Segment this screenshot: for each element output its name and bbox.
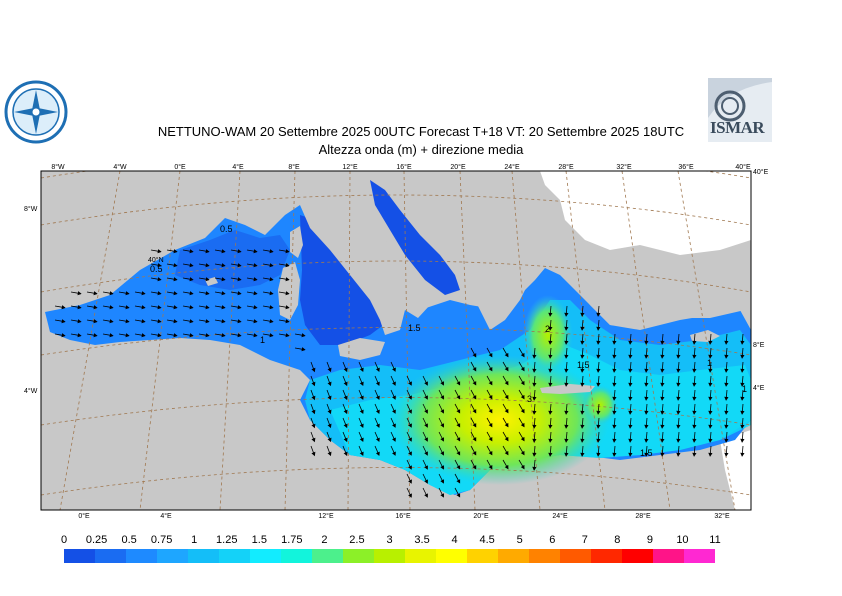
lat-label-left: 8°W — [24, 205, 38, 213]
ismar-logo: ISMAR — [708, 78, 772, 142]
legend-label: 1.75 — [281, 534, 302, 546]
lon-label-bottom: 4°E — [160, 512, 172, 520]
legend-swatch — [188, 549, 219, 563]
legend-label: 4 — [452, 534, 458, 546]
legend-swatch — [684, 549, 715, 563]
legend-swatch — [653, 549, 684, 563]
legend-swatch — [95, 549, 126, 563]
contour-label: 2 — [545, 324, 550, 334]
legend-swatch — [281, 549, 312, 563]
lon-label-top: 12°E — [342, 163, 358, 171]
contour-label: 1.5 — [640, 448, 653, 458]
wave-maximum-aegean — [523, 295, 573, 375]
contour-label: 1.5 — [577, 360, 590, 370]
legend-swatch — [436, 549, 467, 563]
lon-label-top: 16°E — [396, 163, 412, 171]
lon-label-top: 0°E — [174, 163, 186, 171]
legend-swatch — [250, 549, 281, 563]
color-legend: 0 0.25 0.5 0.75 1 1.25 1.5 1.75 2 2.5 3 3.5 4 4.5 5 6 7 8… — [64, 534, 715, 574]
lon-label-bottom: 20°E — [473, 512, 489, 520]
legend-swatch — [498, 549, 529, 563]
legend-swatch — [219, 549, 250, 563]
lon-label-top: 20°E — [450, 163, 466, 171]
legend-swatch — [591, 549, 622, 563]
legend-label: 8 — [614, 534, 620, 546]
legend-label: 2 — [321, 534, 327, 546]
lon-label-bottom: 32°E — [714, 512, 730, 520]
contour-label: 1 — [260, 335, 265, 345]
latitude-label-inner: 40°N — [148, 256, 164, 264]
legend-label: 4.5 — [479, 534, 494, 546]
legend-label: 0.25 — [86, 534, 107, 546]
legend-swatch — [529, 549, 560, 563]
legend-swatch — [64, 549, 95, 563]
legend-label: 5 — [517, 534, 523, 546]
legend-label: 7 — [582, 534, 588, 546]
legend-colorbar — [64, 549, 715, 563]
lon-label-bottom: 12°E — [318, 512, 334, 520]
legend-label: 6 — [549, 534, 555, 546]
lat-label-right: 40°E — [753, 168, 769, 176]
legend-swatch — [467, 549, 498, 563]
lon-label-top: 40°E — [735, 163, 751, 171]
legend-label: 0 — [61, 534, 67, 546]
legend-label: 1.5 — [252, 534, 267, 546]
legend-label: 11 — [709, 534, 720, 546]
legend-swatch — [560, 549, 591, 563]
legend-labels: 0 0.25 0.5 0.75 1 1.25 1.5 1.75 2 2.5 3 3.5 4 4.5 5 6 7 8… — [64, 534, 715, 548]
legend-swatch — [374, 549, 405, 563]
nettuno-logo — [4, 80, 68, 144]
legend-swatch — [405, 549, 436, 563]
contour-label: 1.5 — [408, 323, 421, 333]
contour-label: 0.5 — [220, 224, 233, 234]
legend-label: 3 — [386, 534, 392, 546]
lon-label-bottom: 16°E — [395, 512, 411, 520]
lon-label-top: 32°E — [616, 163, 632, 171]
legend-label: 0.75 — [151, 534, 172, 546]
legend-swatch — [343, 549, 374, 563]
lon-label-top: 8°E — [288, 163, 300, 171]
legend-swatch — [312, 549, 343, 563]
lon-label-top: 24°E — [504, 163, 520, 171]
contour-label: 3 — [527, 394, 532, 404]
legend-swatch — [157, 549, 188, 563]
lon-label-bottom: 0°E — [78, 512, 90, 520]
lon-label-top: 28°E — [558, 163, 574, 171]
legend-label: 0.5 — [121, 534, 136, 546]
legend-label: 3.5 — [414, 534, 429, 546]
legend-swatch — [622, 549, 653, 563]
ismar-logo-text: ISMAR — [710, 118, 764, 138]
lon-label-top: 8°W — [51, 163, 65, 171]
lon-label-top: 36°E — [678, 163, 694, 171]
contour-label: 1 — [707, 358, 712, 368]
lon-label-top: 4°W — [113, 163, 127, 171]
chart-subtitle: Altezza onda (m) + direzione media — [0, 142, 842, 157]
lat-label-right: 4°E — [753, 384, 765, 392]
lon-label-bottom: 28°E — [635, 512, 651, 520]
lat-label-left: 4°W — [24, 387, 38, 395]
legend-label: 2.5 — [349, 534, 364, 546]
lat-label-right: 8°E — [753, 341, 765, 349]
wave-height-map: 0.5 0.5 1 1.5 2 1.5 3 1.5 1 1 40°N 8°W 4… — [0, 160, 842, 535]
legend-label: 1.25 — [216, 534, 237, 546]
contour-label: 0.5 — [150, 264, 163, 274]
contour-label: 1 — [742, 384, 747, 394]
lon-label-bottom: 24°E — [552, 512, 568, 520]
legend-label: 10 — [676, 534, 688, 546]
legend-label: 1 — [191, 534, 197, 546]
legend-swatch — [126, 549, 157, 563]
wave-maximum-ionian — [390, 355, 610, 485]
legend-label: 9 — [647, 534, 653, 546]
lon-label-top: 4°E — [232, 163, 244, 171]
